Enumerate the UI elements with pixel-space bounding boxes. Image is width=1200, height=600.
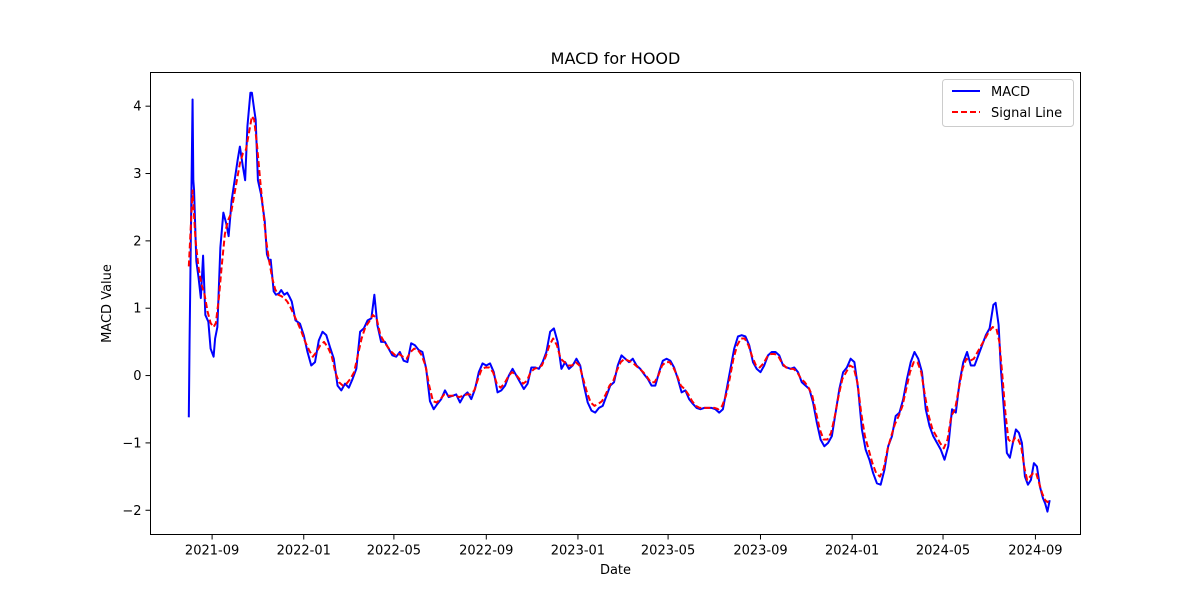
legend-label-signal-line: Signal Line bbox=[991, 106, 1062, 121]
x-tick-label: 2022-01 bbox=[277, 544, 331, 559]
x-tick-label: 2024-09 bbox=[1008, 544, 1062, 559]
x-tick-label: 2022-09 bbox=[459, 544, 513, 559]
y-tick-label: 4 bbox=[133, 100, 141, 115]
y-tick-label: 1 bbox=[133, 302, 141, 317]
chart-title: MACD for HOOD bbox=[551, 49, 681, 68]
x-tick-label: 2022-05 bbox=[367, 544, 421, 559]
x-tick-label: 2024-01 bbox=[825, 544, 879, 559]
plot-area bbox=[187, 91, 1051, 513]
y-axis: −2 −1 0 1 2 3 4 bbox=[122, 100, 151, 519]
x-axis: 2021-09 2022-01 2022-05 2022-09 2023-01 2023-… bbox=[185, 534, 1063, 559]
x-tick-label: 2023-01 bbox=[551, 544, 605, 559]
x-tick-label: 2023-09 bbox=[733, 544, 787, 559]
series-line-signal-line bbox=[187, 115, 1051, 504]
series-line-macd bbox=[187, 91, 1051, 513]
x-tick-label: 2024-05 bbox=[916, 544, 970, 559]
legend-label-macd: MACD bbox=[991, 85, 1030, 100]
y-tick-label: −2 bbox=[122, 504, 141, 519]
x-tick-label: 2023-05 bbox=[641, 544, 695, 559]
y-tick-label: 0 bbox=[133, 369, 141, 384]
y-axis-label: MACD Value bbox=[100, 264, 115, 343]
y-tick-label: 2 bbox=[133, 234, 141, 249]
legend: MACD Signal Line bbox=[942, 79, 1074, 127]
x-axis-label: Date bbox=[600, 563, 631, 578]
x-tick-label: 2021-09 bbox=[185, 544, 239, 559]
plot-frame bbox=[150, 72, 1081, 535]
y-tick-label: 3 bbox=[133, 167, 141, 182]
y-tick-label: −1 bbox=[122, 436, 141, 451]
